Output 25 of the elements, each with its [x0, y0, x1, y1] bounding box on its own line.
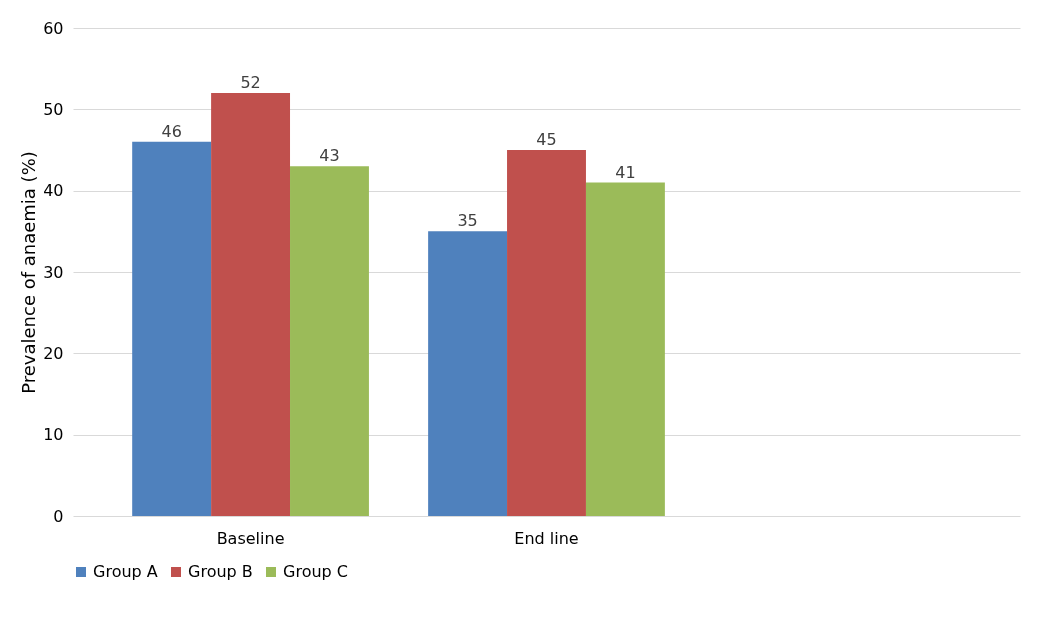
x-tick-label: Baseline: [216, 528, 285, 548]
y-tick-label: 0: [53, 506, 64, 526]
bar: [507, 150, 586, 516]
y-tick-label: 40: [43, 181, 64, 201]
y-tick-label: 20: [43, 343, 64, 363]
y-tick-label: 60: [43, 18, 64, 38]
data-label: 46: [161, 121, 182, 141]
data-label: 45: [536, 130, 557, 149]
legend-label: Group A: [93, 562, 158, 581]
data-label: 41: [615, 162, 636, 182]
data-label: 52: [240, 73, 261, 93]
y-tick-label: 50: [43, 99, 64, 119]
legend-label: Group B: [188, 562, 253, 581]
y-tick-label: 10: [43, 425, 64, 445]
bar: [585, 182, 665, 516]
data-label: 43: [319, 146, 340, 166]
bar: [428, 231, 508, 516]
y-axis-title: Prevalence of anaemia (%): [18, 151, 40, 394]
legend-label: Group C: [283, 562, 348, 581]
x-tick-label: End line: [514, 528, 579, 548]
bar: [290, 166, 369, 516]
data-label: 35: [457, 211, 478, 231]
bar: [132, 141, 212, 516]
y-tick-label: 30: [43, 262, 64, 282]
bar: [211, 93, 291, 516]
